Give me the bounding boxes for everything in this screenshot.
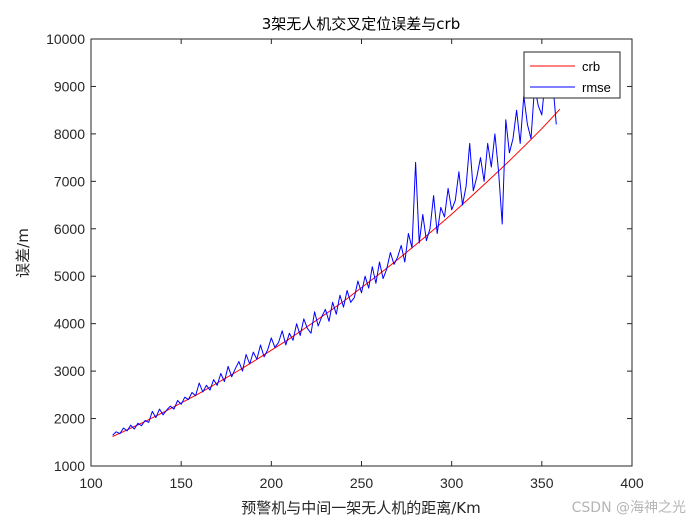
y-tick-label: 8000 <box>54 126 85 142</box>
y-tick-label: 3000 <box>54 363 85 379</box>
series-line-rmse <box>112 76 557 436</box>
y-axis-label: 误差/m <box>14 228 32 278</box>
y-tick-label: 4000 <box>54 316 85 332</box>
x-tick-label: 100 <box>79 475 103 491</box>
y-tick-label: 2000 <box>54 411 85 427</box>
x-axis: 100 150 200 250 300 350 400 <box>79 39 644 491</box>
legend: crb rmse <box>523 51 621 99</box>
chart-title: 3架无人机交叉定位误差与crb <box>262 15 460 33</box>
legend-box <box>523 51 621 99</box>
x-tick-label: 150 <box>169 475 193 491</box>
watermark: CSDN @海神之光 <box>571 500 686 516</box>
x-tick-label: 400 <box>620 475 644 491</box>
x-tick-label: 250 <box>350 475 374 491</box>
legend-label-rmse: rmse <box>582 80 611 95</box>
x-axis-label: 预警机与中间一架无人机的距离/Km <box>241 499 481 517</box>
x-tick-label: 300 <box>440 475 464 491</box>
y-tick-label: 9000 <box>54 78 85 94</box>
y-tick-label: 7000 <box>54 173 85 189</box>
y-axis: 1000 2000 3000 4000 5000 6000 7000 8000 9000 1000… <box>46 31 632 474</box>
x-tick-label: 200 <box>260 475 284 491</box>
legend-label-crb: crb <box>582 59 600 74</box>
plot-area <box>91 39 632 466</box>
series-layer <box>112 76 561 438</box>
y-tick-label: 1000 <box>54 458 85 474</box>
x-tick-label: 350 <box>530 475 554 491</box>
y-tick-label: 6000 <box>54 221 85 237</box>
y-tick-label: 5000 <box>54 268 85 284</box>
y-tick-label: 10000 <box>46 31 85 47</box>
